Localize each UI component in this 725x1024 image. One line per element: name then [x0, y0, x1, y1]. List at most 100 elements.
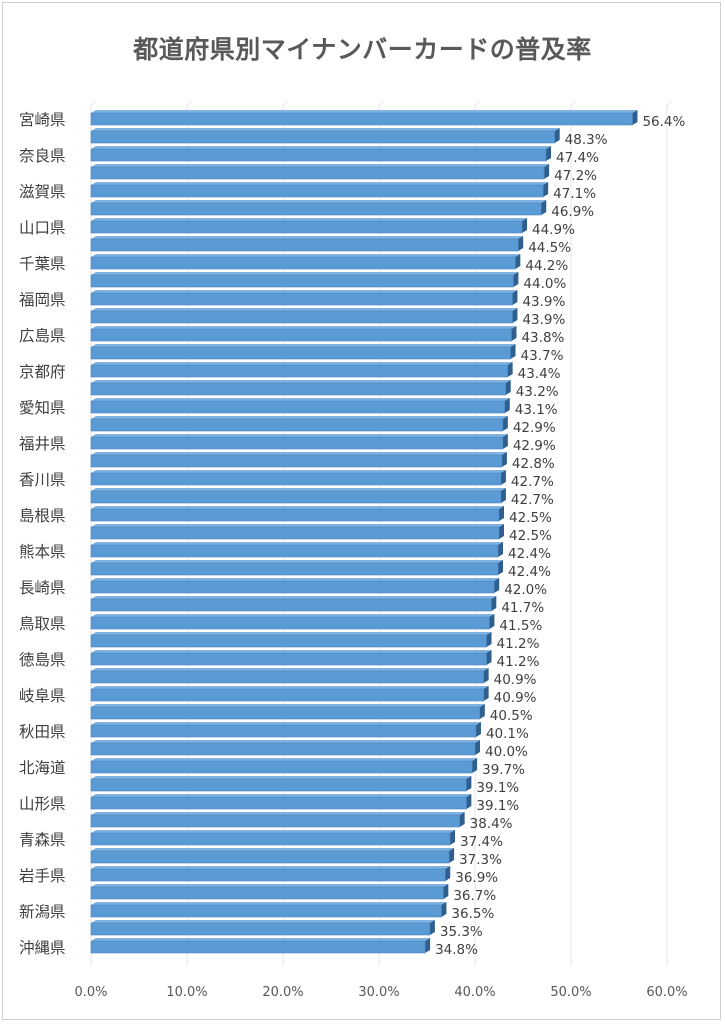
- category-label: 山形県: [19, 795, 66, 813]
- data-label: 36.7%: [453, 888, 496, 904]
- data-label: 47.1%: [553, 186, 596, 202]
- bar-top: [91, 776, 472, 779]
- bar: [90, 760, 473, 774]
- bar-side: [475, 722, 481, 737]
- bar-side: [512, 308, 518, 323]
- bar-side: [459, 812, 465, 827]
- bar-side: [518, 236, 524, 251]
- bar: [90, 328, 512, 342]
- bar-side: [498, 542, 504, 557]
- bar-side: [505, 380, 511, 395]
- bar-side: [544, 164, 550, 179]
- bar-top: [91, 326, 517, 329]
- bar-top: [91, 182, 549, 185]
- bar-side: [489, 614, 495, 629]
- bar: [90, 148, 547, 162]
- bar: [90, 202, 542, 216]
- bar-top: [91, 506, 504, 509]
- bar: [90, 940, 426, 954]
- gridline-top: [474, 100, 481, 106]
- bar: [90, 166, 545, 180]
- bar-side: [515, 254, 521, 269]
- bar-top: [91, 380, 511, 383]
- category-label: 宮崎県: [19, 111, 66, 129]
- bar: [90, 184, 544, 198]
- bar-top: [91, 902, 447, 905]
- bar-top: [91, 110, 638, 113]
- bar-top: [91, 596, 497, 599]
- bar-side: [472, 758, 478, 773]
- data-label: 41.2%: [497, 654, 540, 670]
- bar: [90, 364, 508, 378]
- bar: [90, 346, 511, 360]
- bar-side: [486, 650, 492, 665]
- bar-top: [91, 290, 518, 293]
- bar-side: [475, 740, 480, 755]
- bar-top: [91, 704, 485, 707]
- bar-side: [510, 344, 516, 359]
- bar: [90, 454, 503, 468]
- bar-top: [91, 830, 456, 833]
- bar-top: [91, 614, 495, 617]
- category-label: 山口県: [19, 219, 66, 237]
- data-label: 43.9%: [522, 294, 565, 310]
- bar-top: [91, 578, 500, 581]
- bar-top: [91, 344, 516, 347]
- data-label: 42.5%: [509, 510, 552, 526]
- x-tick-label: 60.0%: [646, 985, 687, 1000]
- category-label: 長崎県: [19, 579, 66, 597]
- data-label: 42.0%: [504, 582, 547, 598]
- data-label: 37.4%: [460, 834, 503, 850]
- bar: [90, 688, 484, 702]
- gridline-top: [186, 100, 193, 106]
- data-label: 42.4%: [508, 564, 551, 580]
- bar-side: [445, 866, 451, 881]
- data-label: 43.9%: [522, 312, 565, 328]
- bar-side: [504, 398, 510, 413]
- bar-side: [513, 272, 519, 287]
- gridline-top: [570, 100, 577, 106]
- bar: [90, 832, 451, 846]
- data-label: 34.8%: [435, 942, 478, 958]
- data-label: 44.2%: [525, 258, 568, 274]
- bar-top: [91, 542, 504, 545]
- bar: [90, 670, 484, 684]
- bar-side: [507, 362, 513, 377]
- data-label: 43.4%: [518, 366, 561, 382]
- gridline-top: [282, 100, 289, 106]
- data-label: 42.5%: [509, 528, 552, 544]
- data-label: 39.1%: [476, 780, 519, 796]
- bar: [90, 274, 514, 288]
- bar-side: [500, 470, 506, 485]
- bar-side: [501, 452, 507, 467]
- x-tick-label: 30.0%: [358, 985, 399, 1000]
- data-label: 47.2%: [554, 168, 597, 184]
- data-label: 43.2%: [516, 384, 559, 400]
- bar-side: [466, 776, 472, 791]
- bar-side: [466, 794, 472, 809]
- bar: [90, 238, 519, 252]
- bar: [90, 220, 523, 234]
- data-label: 40.0%: [485, 744, 528, 760]
- bar-side: [541, 200, 547, 215]
- bar: [90, 904, 442, 918]
- x-tick-label: 0.0%: [74, 985, 107, 1000]
- data-label: 41.7%: [501, 600, 544, 616]
- data-label: 40.5%: [490, 708, 533, 724]
- bar-side: [483, 668, 489, 683]
- data-label: 38.4%: [470, 816, 513, 832]
- category-label: 香川県: [19, 471, 66, 489]
- bar-top: [91, 254, 521, 257]
- bar-top: [91, 308, 518, 311]
- bar-side: [450, 830, 456, 845]
- bar-side: [554, 128, 560, 143]
- bar-top: [91, 722, 481, 725]
- bar-side: [449, 848, 455, 863]
- bar: [90, 382, 507, 396]
- bar: [90, 292, 513, 306]
- bar: [90, 796, 467, 810]
- bar: [90, 616, 490, 630]
- bar: [90, 652, 487, 666]
- category-label: 岩手県: [19, 867, 66, 885]
- category-label: 青森県: [19, 831, 66, 849]
